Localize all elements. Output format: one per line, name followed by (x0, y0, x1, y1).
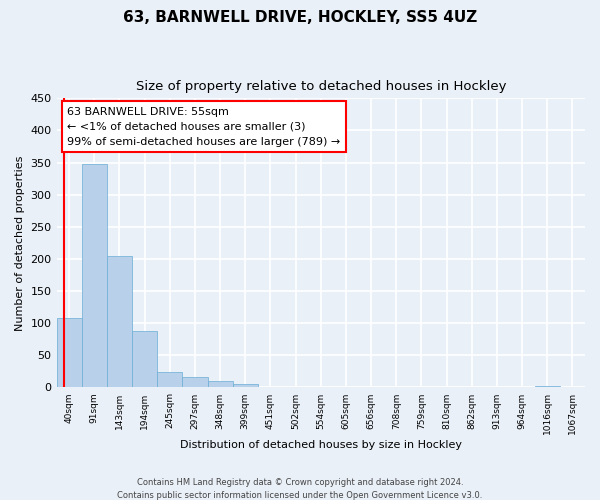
Text: 63 BARNWELL DRIVE: 55sqm
← <1% of detached houses are smaller (3)
99% of semi-de: 63 BARNWELL DRIVE: 55sqm ← <1% of detach… (67, 107, 340, 146)
Bar (107, 256, 132, 388)
Bar (208, 381, 233, 388)
Bar (82, 164, 107, 388)
Title: Size of property relative to detached houses in Hockley: Size of property relative to detached ho… (136, 80, 506, 93)
Bar (233, 384, 258, 388)
Text: 63, BARNWELL DRIVE, HOCKLEY, SS5 4UZ: 63, BARNWELL DRIVE, HOCKLEY, SS5 4UZ (123, 10, 477, 25)
Bar (132, 331, 157, 388)
Bar (56, 318, 82, 388)
Bar (182, 376, 208, 388)
Text: Contains HM Land Registry data © Crown copyright and database right 2024.
Contai: Contains HM Land Registry data © Crown c… (118, 478, 482, 500)
Bar (157, 372, 182, 388)
X-axis label: Distribution of detached houses by size in Hockley: Distribution of detached houses by size … (180, 440, 462, 450)
Bar (535, 386, 560, 388)
Y-axis label: Number of detached properties: Number of detached properties (15, 155, 25, 330)
